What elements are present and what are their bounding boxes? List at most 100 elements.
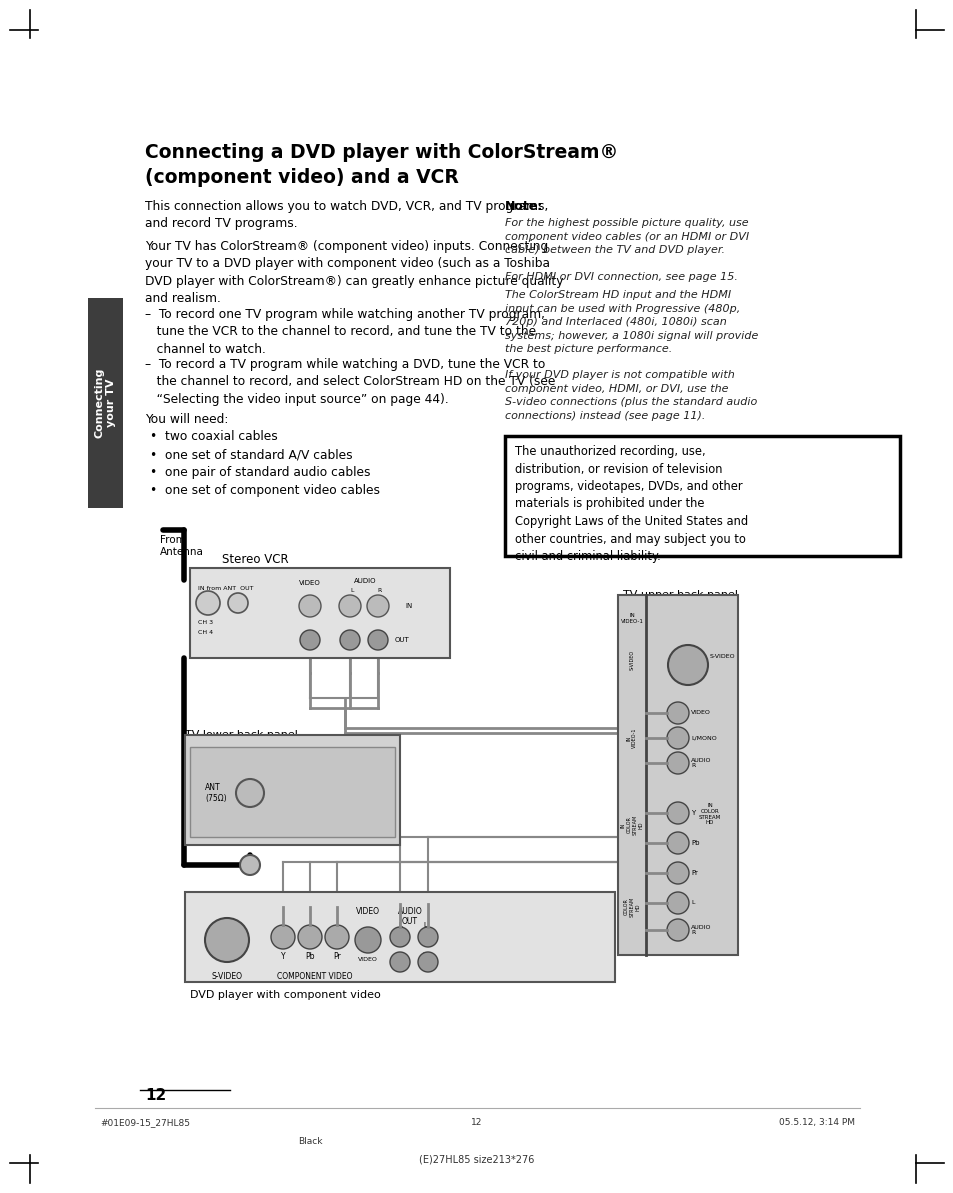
Text: IN
COLOR
STREAM
HD: IN COLOR STREAM HD	[620, 815, 642, 835]
Circle shape	[195, 591, 220, 616]
Circle shape	[355, 927, 380, 953]
Circle shape	[271, 925, 294, 948]
Text: •  two coaxial cables: • two coaxial cables	[150, 429, 277, 443]
Text: S-VIDEO: S-VIDEO	[709, 655, 735, 660]
Circle shape	[667, 645, 707, 685]
Circle shape	[666, 863, 688, 884]
Text: VIDEO: VIDEO	[355, 907, 379, 916]
Circle shape	[417, 952, 437, 972]
Circle shape	[325, 925, 349, 948]
Text: –  To record a TV program while watching a DVD, tune the VCR to
   the channel t: – To record a TV program while watching …	[145, 358, 555, 406]
Text: R: R	[397, 952, 402, 958]
Circle shape	[417, 927, 437, 947]
Text: R: R	[377, 588, 382, 593]
Text: 12: 12	[145, 1088, 166, 1104]
Circle shape	[666, 701, 688, 724]
Text: Y: Y	[280, 952, 285, 962]
Bar	[88, 298, 123, 508]
Text: For HDMI or DVI connection, see page 15.: For HDMI or DVI connection, see page 15.	[504, 272, 737, 282]
Circle shape	[228, 593, 248, 613]
Circle shape	[298, 595, 320, 617]
Text: VIDEO: VIDEO	[357, 957, 377, 962]
Text: 05.5.12, 3:14 PM: 05.5.12, 3:14 PM	[779, 1118, 854, 1127]
Text: AUDIO: AUDIO	[354, 577, 375, 585]
Text: TV lower back panel: TV lower back panel	[185, 730, 297, 740]
Text: For the highest possible picture quality, use
component video cables (or an HDMI: For the highest possible picture quality…	[504, 218, 748, 255]
Text: Pb: Pb	[305, 952, 314, 962]
Text: Connecting
your TV: Connecting your TV	[94, 367, 116, 438]
Bar	[618, 595, 738, 956]
Circle shape	[666, 892, 688, 914]
Text: VIDEO: VIDEO	[690, 711, 710, 716]
Text: CH 3: CH 3	[198, 620, 213, 625]
Text: AUDIO
R: AUDIO R	[690, 925, 711, 935]
Circle shape	[240, 855, 260, 874]
Text: (component video) and a VCR: (component video) and a VCR	[145, 168, 458, 187]
Text: S-VIDEO: S-VIDEO	[629, 650, 634, 670]
Circle shape	[666, 832, 688, 854]
Bar	[504, 435, 899, 556]
Text: •  one set of standard A/V cables: • one set of standard A/V cables	[150, 449, 353, 460]
Circle shape	[299, 630, 319, 650]
Text: Note:: Note:	[504, 200, 542, 214]
Text: L: L	[690, 901, 694, 905]
Text: #01E09-15_27HL85: #01E09-15_27HL85	[100, 1118, 190, 1127]
Text: –  To record one TV program while watching another TV program,
   tune the VCR t: – To record one TV program while watchin…	[145, 308, 544, 356]
Bar	[190, 747, 395, 837]
Circle shape	[666, 802, 688, 824]
Text: (E)27HL85 size213*276: (E)27HL85 size213*276	[419, 1155, 534, 1166]
Circle shape	[390, 927, 410, 947]
Text: IN from ANT  OUT: IN from ANT OUT	[198, 586, 253, 591]
Circle shape	[235, 779, 264, 806]
Text: L: L	[422, 922, 427, 928]
Text: ANT
(75Ω): ANT (75Ω)	[205, 784, 227, 803]
Text: •  one pair of standard audio cables: • one pair of standard audio cables	[150, 466, 370, 480]
Text: Connecting a DVD player with ColorStream®: Connecting a DVD player with ColorStream…	[145, 143, 618, 162]
Text: IN
VIDEO-1: IN VIDEO-1	[619, 613, 642, 624]
Bar	[190, 568, 450, 659]
Text: The unauthorized recording, use,
distribution, or revision of television
program: The unauthorized recording, use, distrib…	[515, 445, 747, 563]
Text: IN
VIDEO-1: IN VIDEO-1	[626, 728, 637, 748]
Circle shape	[390, 952, 410, 972]
Text: Pb: Pb	[690, 840, 699, 846]
Text: IN: IN	[405, 602, 412, 608]
Circle shape	[297, 925, 322, 948]
Text: L/MONO: L/MONO	[690, 736, 716, 741]
Text: TV upper back panel: TV upper back panel	[622, 591, 738, 600]
Text: Stereo VCR: Stereo VCR	[222, 554, 289, 565]
Circle shape	[338, 595, 360, 617]
Text: S-VIDEO: S-VIDEO	[212, 972, 242, 981]
Text: Pr: Pr	[333, 952, 340, 962]
Text: Your TV has ColorStream® (component video) inputs. Connecting
your TV to a DVD p: Your TV has ColorStream® (component vide…	[145, 240, 563, 305]
Circle shape	[368, 630, 388, 650]
Circle shape	[339, 630, 359, 650]
Text: The ColorStream HD input and the HDMI
input can be used with Progressive (480p,
: The ColorStream HD input and the HDMI in…	[504, 290, 758, 354]
Text: From
Antenna: From Antenna	[160, 534, 204, 557]
Circle shape	[666, 752, 688, 774]
Text: If your DVD player is not compatible with
component video, HDMI, or DVI, use the: If your DVD player is not compatible wit…	[504, 370, 757, 421]
Text: R: R	[422, 952, 427, 958]
Circle shape	[666, 919, 688, 941]
Text: OUT: OUT	[395, 637, 410, 643]
Text: You will need:: You will need:	[145, 413, 228, 426]
Text: •  one set of component video cables: • one set of component video cables	[150, 484, 379, 497]
Text: L: L	[397, 922, 401, 928]
Bar	[185, 735, 399, 845]
Text: COMPONENT VIDEO: COMPONENT VIDEO	[277, 972, 353, 981]
Text: DVD player with component video: DVD player with component video	[190, 990, 380, 1000]
Text: Pr: Pr	[690, 870, 698, 876]
Text: AUDIO
OUT: AUDIO OUT	[397, 907, 422, 927]
Bar	[185, 892, 615, 982]
Text: This connection allows you to watch DVD, VCR, and TV programs,
and record TV pro: This connection allows you to watch DVD,…	[145, 200, 548, 230]
Text: COLOR
STREAM
HD: COLOR STREAM HD	[623, 897, 639, 917]
Text: VIDEO: VIDEO	[299, 580, 320, 586]
Text: L: L	[350, 588, 354, 593]
Circle shape	[367, 595, 389, 617]
Text: CH 4: CH 4	[198, 630, 213, 635]
Text: AUDIO
R: AUDIO R	[690, 758, 711, 768]
Circle shape	[205, 917, 249, 962]
Text: IN
COLOR
STREAM
HD: IN COLOR STREAM HD	[699, 803, 720, 826]
Circle shape	[666, 727, 688, 749]
Text: Y: Y	[690, 810, 695, 816]
Text: Black: Black	[297, 1137, 322, 1146]
